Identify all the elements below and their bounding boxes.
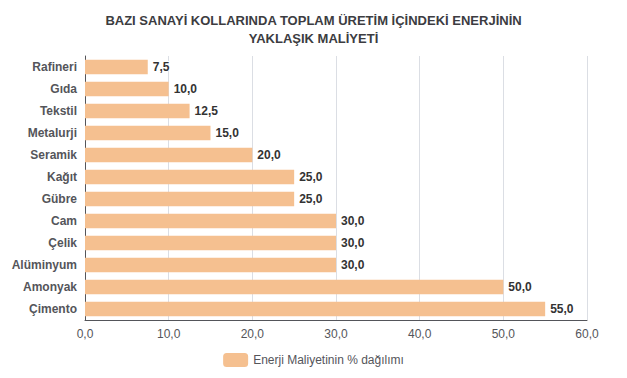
- svg-text:30,0: 30,0: [341, 214, 365, 228]
- svg-text:Metalurji: Metalurji: [28, 126, 77, 140]
- svg-text:BAZI SANAYİ KOLLARINDA TOPLAM: BAZI SANAYİ KOLLARINDA TOPLAM ÜRETİM İÇİ…: [105, 13, 521, 28]
- svg-text:30,0: 30,0: [341, 236, 365, 250]
- svg-text:Cam: Cam: [51, 214, 77, 228]
- svg-text:Kağıt: Kağıt: [47, 170, 77, 184]
- svg-text:Amonyak: Amonyak: [23, 280, 77, 294]
- svg-text:20,0: 20,0: [241, 327, 265, 341]
- svg-text:Gıda: Gıda: [50, 82, 77, 96]
- svg-text:60,0: 60,0: [575, 327, 599, 341]
- svg-text:Tekstil: Tekstil: [40, 104, 77, 118]
- svg-text:0,0: 0,0: [77, 327, 94, 341]
- svg-text:30,0: 30,0: [324, 327, 348, 341]
- svg-text:Alüminyum: Alüminyum: [12, 258, 77, 272]
- svg-text:50,0: 50,0: [492, 327, 516, 341]
- svg-text:7,5: 7,5: [153, 60, 170, 74]
- svg-text:25,0: 25,0: [299, 170, 323, 184]
- svg-text:12,5: 12,5: [195, 104, 219, 118]
- svg-text:YAKLAŞIK MALİYETİ: YAKLAŞIK MALİYETİ: [249, 31, 379, 46]
- svg-text:50,0: 50,0: [508, 280, 532, 294]
- svg-text:15,0: 15,0: [216, 126, 240, 140]
- svg-text:10,0: 10,0: [174, 82, 198, 96]
- svg-text:Çimento: Çimento: [29, 302, 77, 316]
- svg-text:Enerji Maliyetinin % dağılımı: Enerji Maliyetinin % dağılımı: [253, 353, 404, 367]
- svg-text:20,0: 20,0: [257, 148, 281, 162]
- svg-text:Seramik: Seramik: [30, 148, 77, 162]
- svg-text:10,0: 10,0: [157, 327, 181, 341]
- svg-text:Gübre: Gübre: [42, 192, 78, 206]
- svg-text:Çelik: Çelik: [48, 236, 77, 250]
- svg-text:55,0: 55,0: [550, 302, 574, 316]
- svg-text:25,0: 25,0: [299, 192, 323, 206]
- svg-text:40,0: 40,0: [408, 327, 432, 341]
- svg-text:Rafineri: Rafineri: [32, 60, 77, 74]
- svg-text:30,0: 30,0: [341, 258, 365, 272]
